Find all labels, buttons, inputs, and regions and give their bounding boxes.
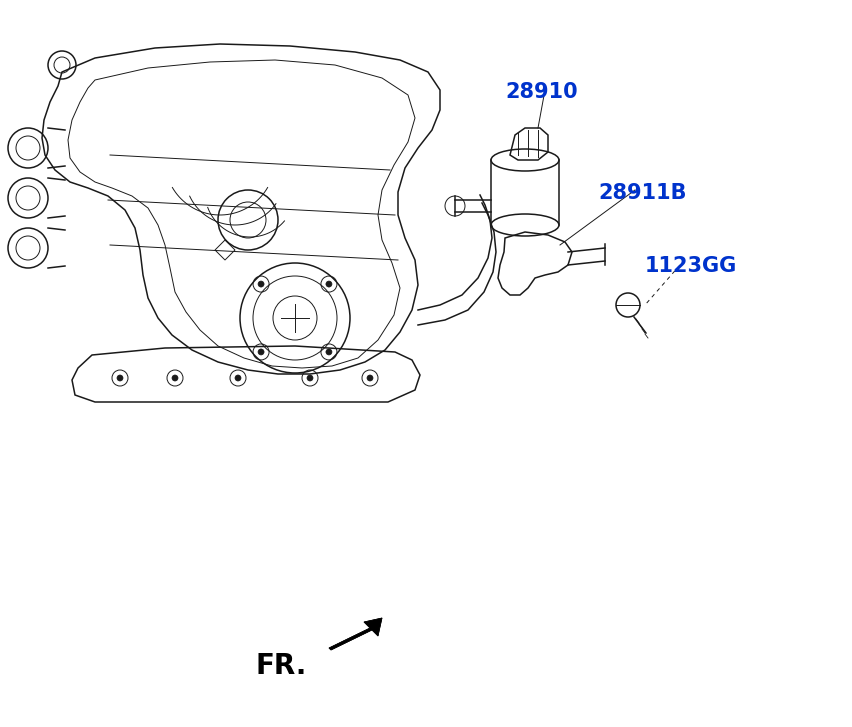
Circle shape [258, 281, 264, 287]
Circle shape [235, 375, 241, 381]
Circle shape [258, 349, 264, 355]
Text: FR.: FR. [255, 652, 307, 680]
Circle shape [326, 349, 332, 355]
Text: 28911B: 28911B [598, 183, 687, 203]
Circle shape [307, 375, 313, 381]
Circle shape [367, 375, 373, 381]
Polygon shape [329, 618, 382, 650]
Text: 28910: 28910 [505, 82, 578, 102]
Circle shape [172, 375, 178, 381]
Circle shape [326, 281, 332, 287]
Circle shape [117, 375, 123, 381]
Text: 1123GG: 1123GG [645, 256, 737, 276]
